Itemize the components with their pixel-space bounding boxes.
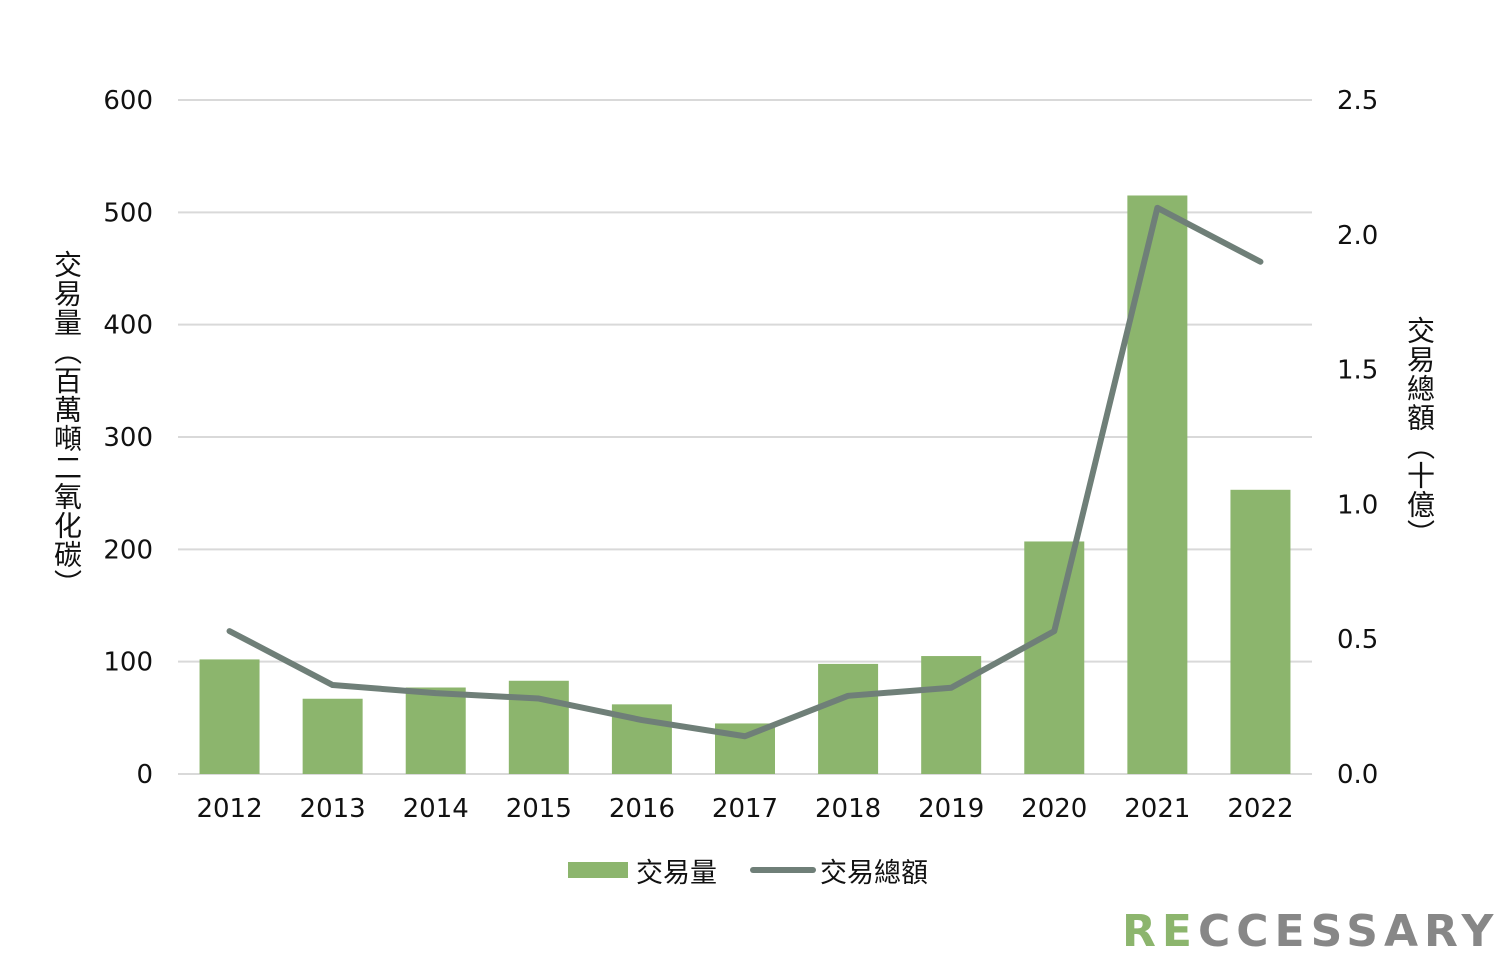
y-right-tick-label: 1.0 [1337, 490, 1378, 520]
x-tick-label: 2018 [815, 794, 881, 824]
y-right-tick-label: 1.5 [1337, 356, 1378, 386]
logo-text-green: RE [1122, 906, 1198, 957]
y-left-tick-label: 100 [103, 648, 153, 678]
x-tick-label: 2017 [712, 794, 778, 824]
bar-series [199, 195, 1291, 774]
x-tick-label: 2019 [918, 794, 984, 824]
y-right-tick-label: 0.5 [1337, 625, 1378, 655]
x-tick-label: 2020 [1021, 794, 1087, 824]
bar-2020 [1024, 541, 1085, 774]
bar-2013 [302, 698, 363, 774]
legend-item-volume: 交易量 [568, 852, 717, 889]
legend-item-value: 交易總額 [750, 852, 928, 889]
y-left-tick-label: 300 [103, 423, 153, 453]
y-axis-left-ticks: 0 100 200 300 400 500 600 [103, 86, 153, 790]
y-axis-left-title: 交易量（百萬噸二氧化碳） [50, 250, 83, 598]
x-tick-label: 2016 [609, 794, 675, 824]
bar-2022 [1230, 489, 1291, 774]
x-axis-ticks: 2012 2013 2014 2015 2016 2017 2018 2019 2020 2021… [196, 794, 1293, 824]
legend: 交易量 交易總額 [0, 852, 1500, 889]
y-left-tick-label: 500 [103, 198, 153, 228]
y-left-tick-label: 0 [136, 760, 153, 790]
y-left-tick-label: 200 [103, 535, 153, 565]
x-tick-label: 2022 [1227, 794, 1293, 824]
value-line [226, 204, 1264, 740]
legend-label-volume: 交易量 [636, 857, 717, 889]
y-right-tick-label: 0.0 [1337, 760, 1378, 790]
gridlines [178, 99, 1312, 775]
x-tick-label: 2015 [506, 794, 572, 824]
y-left-tick-label: 400 [103, 311, 153, 341]
reccessary-logo: RECCESSARY [1122, 906, 1499, 957]
legend-swatch-line [750, 867, 816, 873]
line-series [226, 204, 1264, 740]
y-right-tick-label: 2.0 [1337, 221, 1378, 251]
y-right-tick-label: 2.5 [1337, 86, 1378, 116]
x-tick-label: 2014 [403, 794, 469, 824]
legend-swatch-bar [568, 862, 628, 878]
x-tick-label: 2012 [196, 794, 262, 824]
legend-label-value: 交易總額 [820, 857, 928, 889]
x-tick-label: 2013 [300, 794, 366, 824]
x-tick-label: 2021 [1124, 794, 1190, 824]
y-axis-right-ticks: 0.0 0.5 1.0 1.5 2.0 2.5 [1337, 86, 1378, 790]
logo-text-gray: CCESSARY [1197, 906, 1500, 957]
y-left-tick-label: 600 [103, 86, 153, 116]
bar-2012 [199, 659, 260, 774]
y-axis-right-title: 交易總額（十億） [1403, 316, 1436, 548]
bar-2018 [818, 663, 879, 774]
bar-2014 [405, 687, 466, 774]
